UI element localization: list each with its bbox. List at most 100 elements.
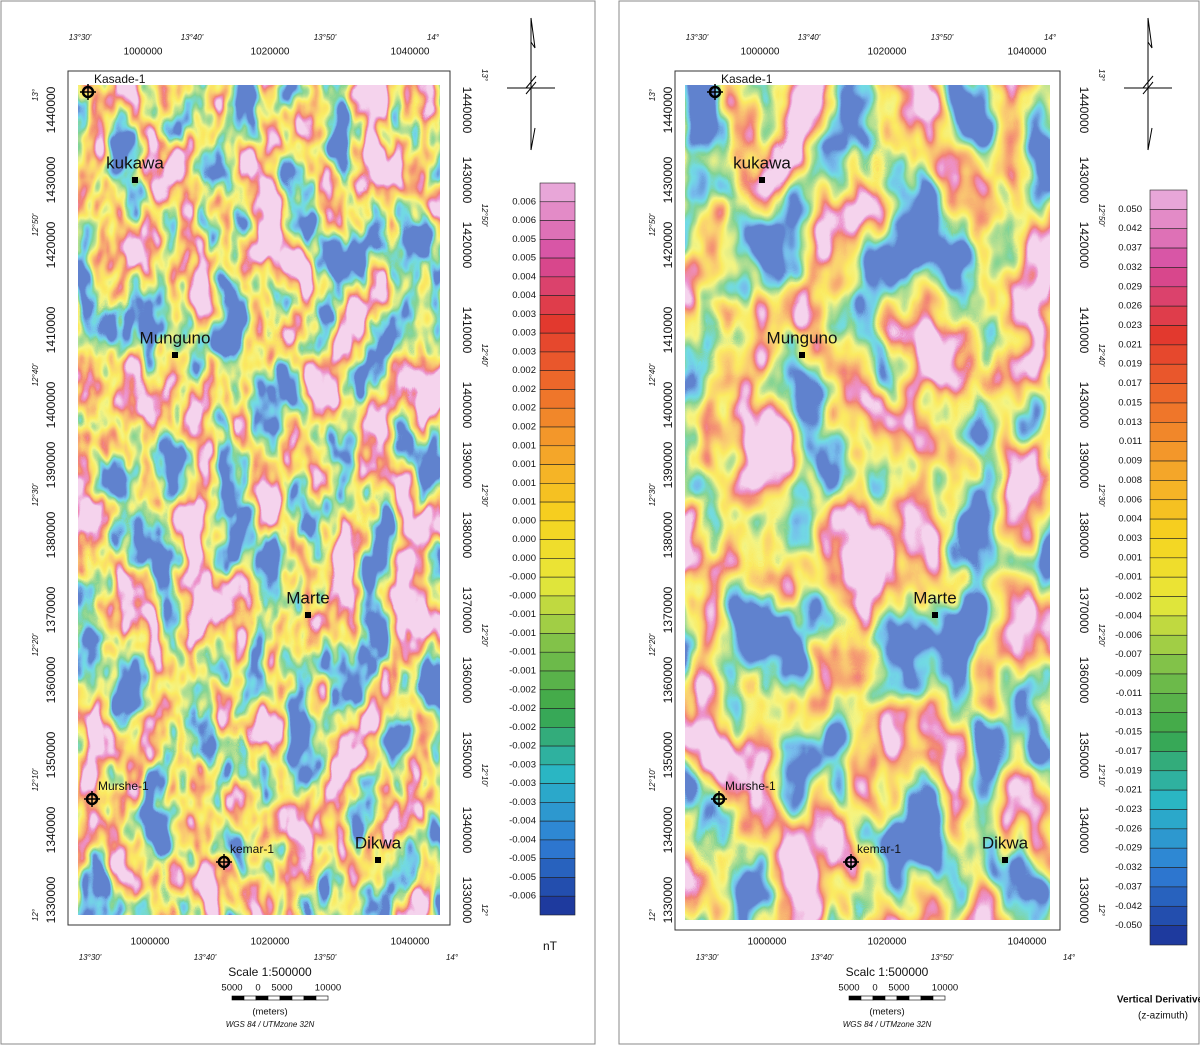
legend-label: -0.001 (509, 609, 536, 620)
scale-bar-label: 10000 (315, 983, 341, 994)
left-northing-label: 1380000 (44, 511, 58, 558)
legend-swatch (539, 670, 576, 691)
legend-label: -0.023 (1115, 804, 1142, 815)
legend-label: 0.004 (512, 271, 536, 282)
legend-label: 0.011 (1119, 436, 1142, 447)
top-degree-label: 13°30' (686, 33, 709, 42)
legend-label: -0.019 (1115, 765, 1142, 776)
legend-label: 0.015 (1118, 397, 1142, 408)
scale-bar-label: 5000 (838, 983, 859, 994)
panel-border (0, 0, 596, 1045)
top-degree-label: 13°50' (931, 33, 954, 42)
legend-label: -0.032 (1115, 862, 1142, 873)
legend-label: 0.003 (512, 346, 536, 357)
scale-label: Scalc 1:500000 (846, 965, 929, 979)
right-degree-label: 12°50' (1097, 204, 1106, 227)
left-northing-label: 1430000 (44, 156, 58, 203)
place-label: kukawa (106, 153, 164, 172)
scale-bar-label: 0 (872, 983, 877, 994)
scale-bar (315, 995, 329, 1001)
right-degree-label: 12°20' (1097, 624, 1106, 647)
bottom-easting-label: 1040000 (1008, 937, 1047, 948)
top-easting-label: 1040000 (1008, 47, 1047, 58)
legend-label: 0.001 (1118, 552, 1142, 563)
legend-swatch (539, 764, 576, 784)
map-frame (67, 70, 451, 926)
legend-swatch (1149, 886, 1188, 907)
left-degree-label: 12°30' (648, 483, 657, 506)
legend-label: -0.002 (509, 684, 536, 695)
right-northing-label: 1360000 (1077, 657, 1091, 704)
town-symbol (172, 352, 178, 358)
north-arrow (1124, 17, 1172, 151)
legend-swatch (1149, 460, 1188, 481)
scale-bar (291, 995, 305, 1001)
legend-swatch (1149, 383, 1188, 404)
right-degree-label: 12°10' (480, 764, 489, 787)
top-degree-label: 13°40' (798, 33, 821, 42)
left-degree-label: 12°50' (648, 213, 657, 236)
legend-swatch (1149, 770, 1188, 791)
legend-swatch (1149, 673, 1188, 694)
legend-label: -0.001 (509, 647, 536, 658)
right-degree-label: 12°40' (1097, 344, 1106, 367)
bottom-degree-label: 13°30' (696, 953, 719, 962)
town-symbol (132, 177, 138, 183)
legend-label: 0.004 (1118, 514, 1142, 525)
bottom-degree-label: 13°50' (314, 953, 337, 962)
place-label: Murshe-1 (98, 779, 149, 793)
legend-swatch (539, 239, 576, 259)
legend-swatch (1149, 654, 1188, 675)
legend-label: 0.001 (512, 459, 536, 470)
legend-label: 0.003 (512, 328, 536, 339)
left-northing-label: 1400000 (44, 381, 58, 428)
legend-swatch (1149, 634, 1188, 655)
right-northing-label: 1360000 (460, 657, 474, 704)
legend-label: 0.023 (1118, 320, 1142, 331)
legend-swatch (539, 332, 576, 353)
legend-label: -0.050 (1115, 920, 1142, 931)
bottom-degree-label: 13°50' (931, 953, 954, 962)
legend-label: -0.000 (509, 572, 536, 583)
right-northing-label: 1440000 (460, 87, 474, 134)
legend-swatch (539, 802, 576, 822)
legend-swatch (539, 370, 576, 390)
legend-label: -0.007 (1115, 649, 1142, 660)
left-northing-label: 1330000 (661, 876, 675, 923)
legend-label: -0.000 (509, 590, 536, 601)
right-degree-label: 12°10' (1097, 764, 1106, 787)
right-northing-label: 1330000 (1077, 877, 1091, 924)
legend-swatch (1149, 925, 1188, 946)
legend-label: 0.002 (512, 365, 536, 376)
right-degree-label: 13° (1097, 69, 1106, 82)
town-symbol (932, 612, 938, 618)
town-symbol (305, 612, 311, 618)
place-label: Munguno (140, 328, 211, 347)
legend-swatch (1149, 693, 1188, 713)
scale-bar (908, 995, 922, 1001)
place-label: Kasade-1 (94, 72, 146, 86)
left-degree-label: 12°20' (648, 633, 657, 656)
legend-swatch (539, 501, 576, 522)
bottom-easting-label: 1000000 (748, 937, 787, 948)
map-frame (674, 70, 1061, 931)
scale-bar (920, 995, 934, 1001)
legend-swatch (1149, 402, 1188, 423)
place-label: kukawa (733, 153, 791, 172)
legend-label: -0.017 (1115, 746, 1142, 757)
map-panel: 13°30' 13°40' 13°50' 14° 1000000 1020000 10400… (648, 17, 1200, 1029)
right-northing-label: 1370000 (1077, 587, 1091, 634)
town-symbol (799, 352, 805, 358)
legend-swatch (1149, 247, 1188, 268)
legend-swatch (539, 182, 576, 203)
left-northing-label: 1410000 (661, 306, 675, 353)
right-degree-label: 12°30' (1097, 484, 1106, 507)
legend-label: -0.002 (1115, 591, 1142, 602)
bottom-easting-label: 1040000 (391, 937, 430, 948)
right-northing-label: 1410000 (1077, 307, 1091, 354)
legend-swatch (1149, 731, 1188, 752)
scale-bar (884, 995, 898, 1001)
legend-label: 0.009 (1118, 456, 1142, 467)
legend-label: 0.005 (512, 234, 536, 245)
place-label: Murshe-1 (725, 779, 776, 793)
